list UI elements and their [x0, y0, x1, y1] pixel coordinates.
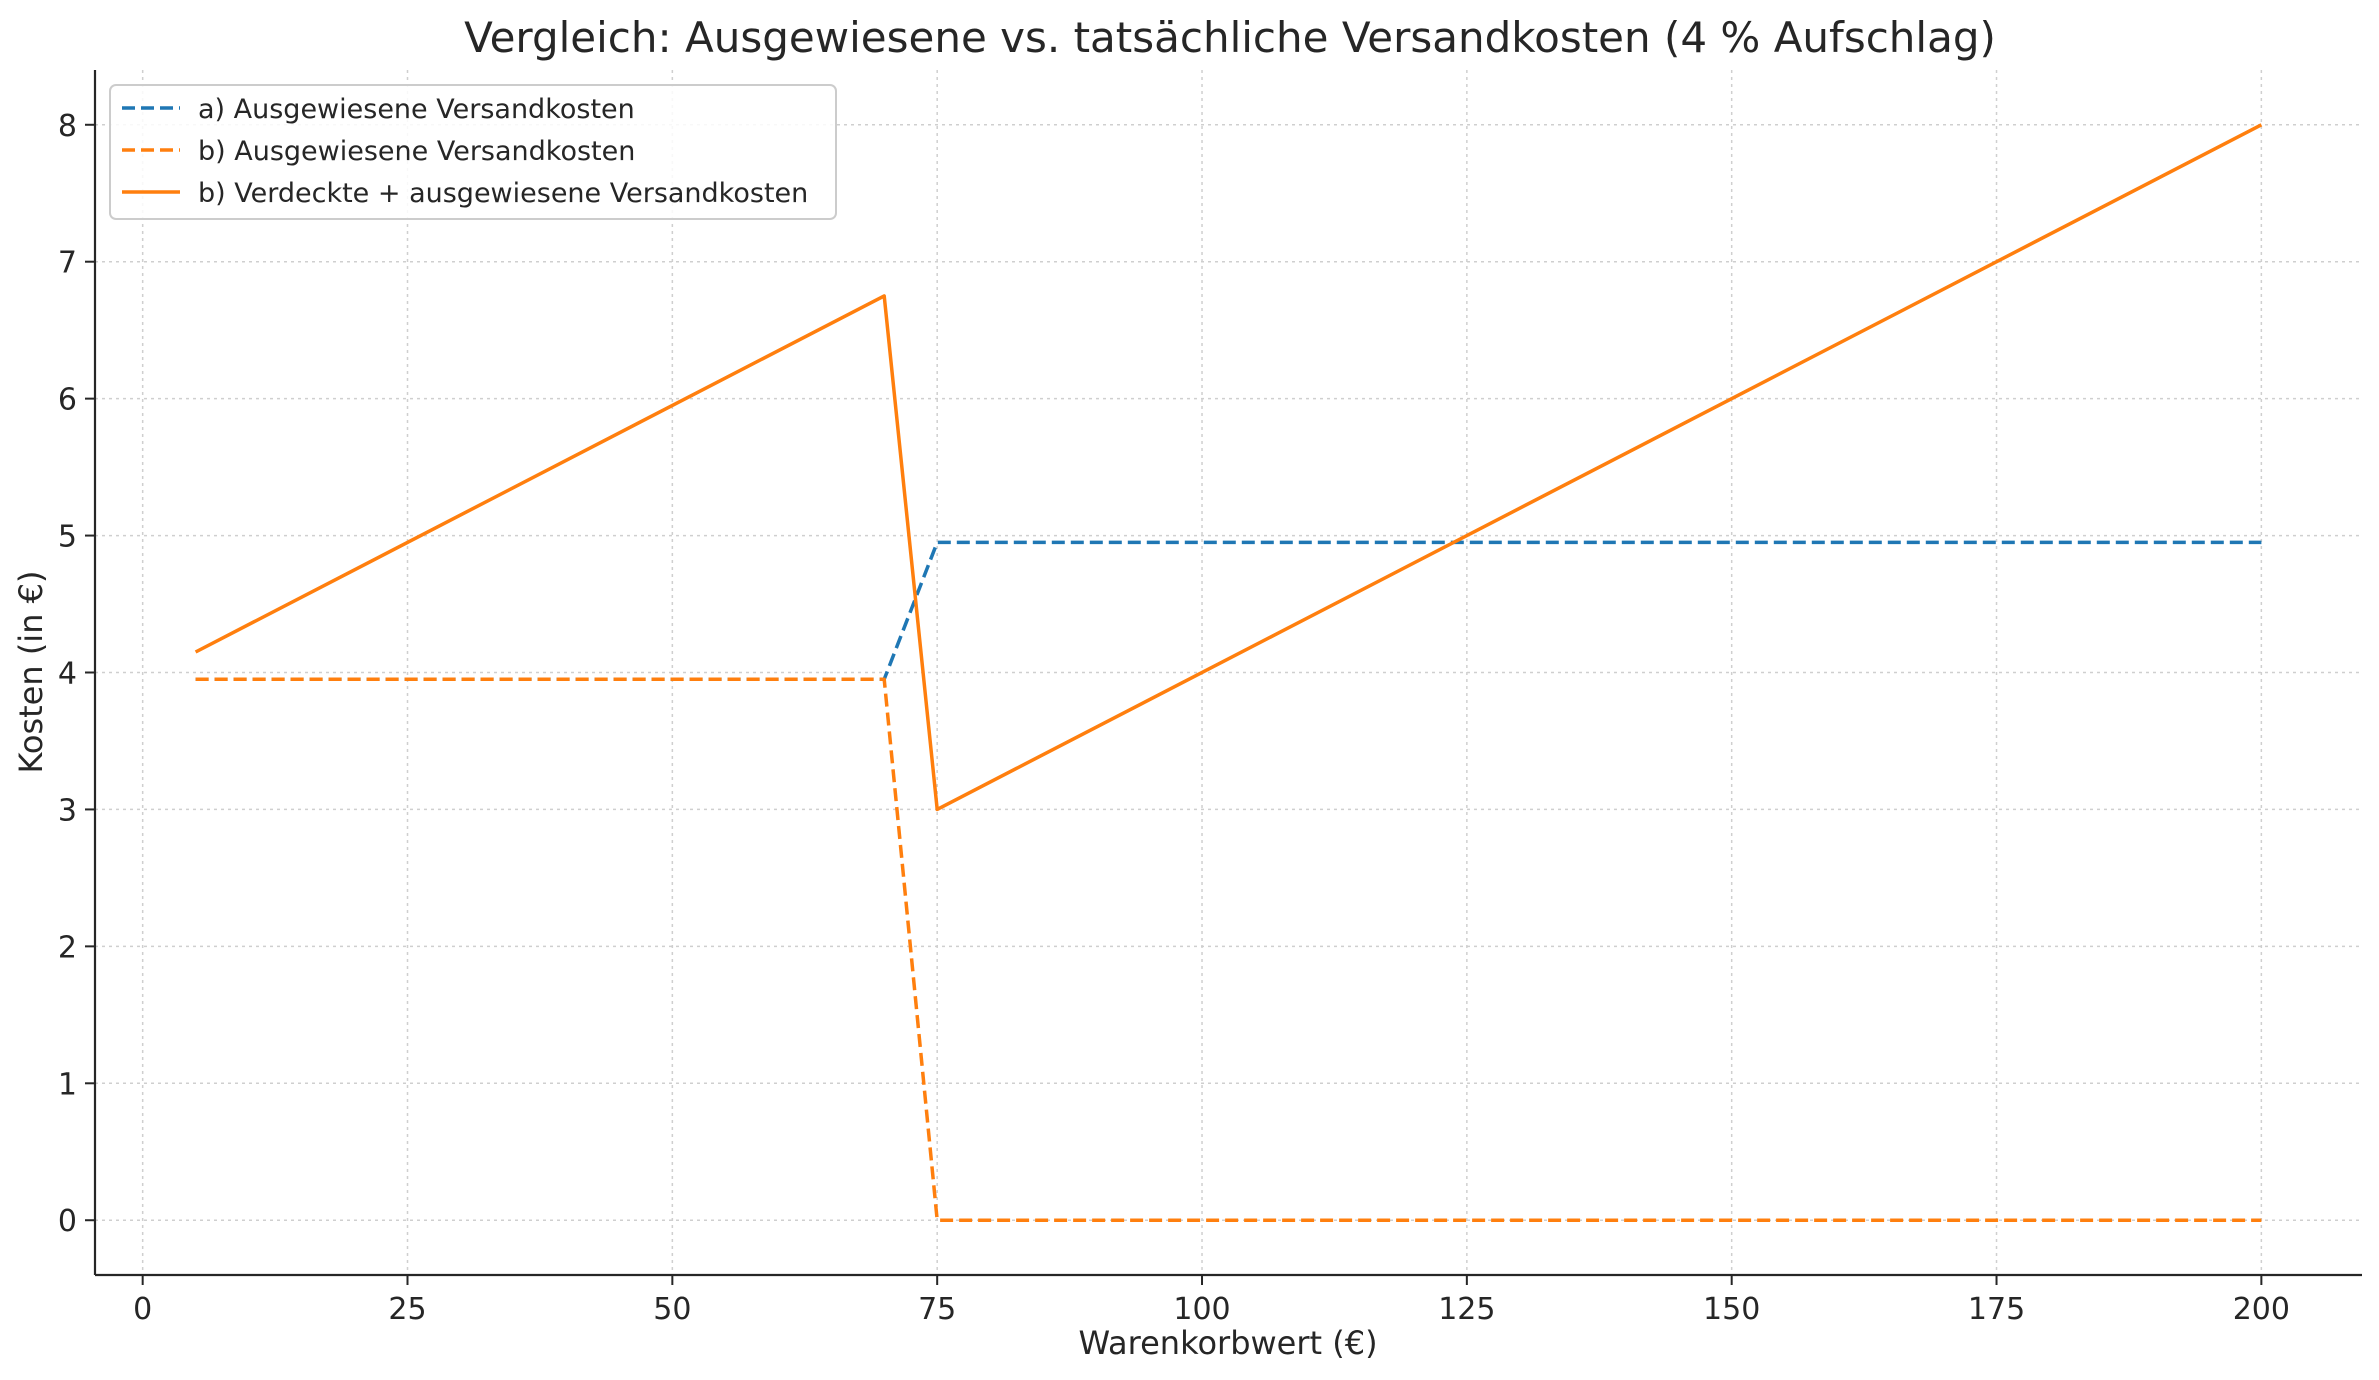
y-tick-label: 8	[58, 109, 77, 144]
grid	[95, 70, 2362, 1275]
legend: a) Ausgewiesene Versandkosten b) Ausgewie…	[109, 84, 837, 220]
x-tick-label: 75	[918, 1292, 956, 1327]
ticks: 0 25 50 75 100 125 150 175 200 0 1 2 3 4 5 6 7 8	[58, 109, 2290, 1327]
x-tick-label: 50	[653, 1292, 691, 1327]
y-tick-label: 0	[58, 1204, 77, 1239]
y-tick-label: 3	[58, 793, 77, 828]
x-tick-label: 0	[133, 1292, 152, 1327]
legend-label-2: b) Ausgewiesene Versandkosten	[198, 136, 635, 167]
legend-label-1: a) Ausgewiesene Versandkosten	[198, 94, 635, 125]
series-line-3	[194, 123, 2263, 812]
legend-box	[109, 84, 837, 220]
x-tick-label: 25	[388, 1292, 426, 1327]
y-tick-label: 1	[58, 1067, 77, 1102]
series-layer	[194, 123, 2263, 1222]
chart-title: Vergleich: Ausgewiesene vs. tatsächliche…	[464, 13, 1996, 62]
y-tick-label: 7	[58, 246, 77, 281]
x-tick-label: 150	[1703, 1292, 1760, 1327]
y-tick-label: 4	[58, 657, 77, 692]
x-axis-label: Warenkorbwert (€)	[1078, 1324, 1377, 1362]
y-tick-label: 2	[58, 930, 77, 965]
x-tick-label: 200	[2233, 1292, 2290, 1327]
x-tick-label: 175	[1968, 1292, 2025, 1327]
y-tick-label: 6	[58, 383, 77, 418]
y-axis-label: Kosten (in €)	[12, 571, 50, 774]
legend-label-3: b) Verdeckte + ausgewiesene Versandkoste…	[198, 178, 808, 209]
series-line-2	[195, 677, 2262, 1222]
y-tick-label: 5	[58, 520, 77, 555]
x-tick-label: 125	[1438, 1292, 1495, 1327]
x-tick-label: 100	[1173, 1292, 1230, 1327]
